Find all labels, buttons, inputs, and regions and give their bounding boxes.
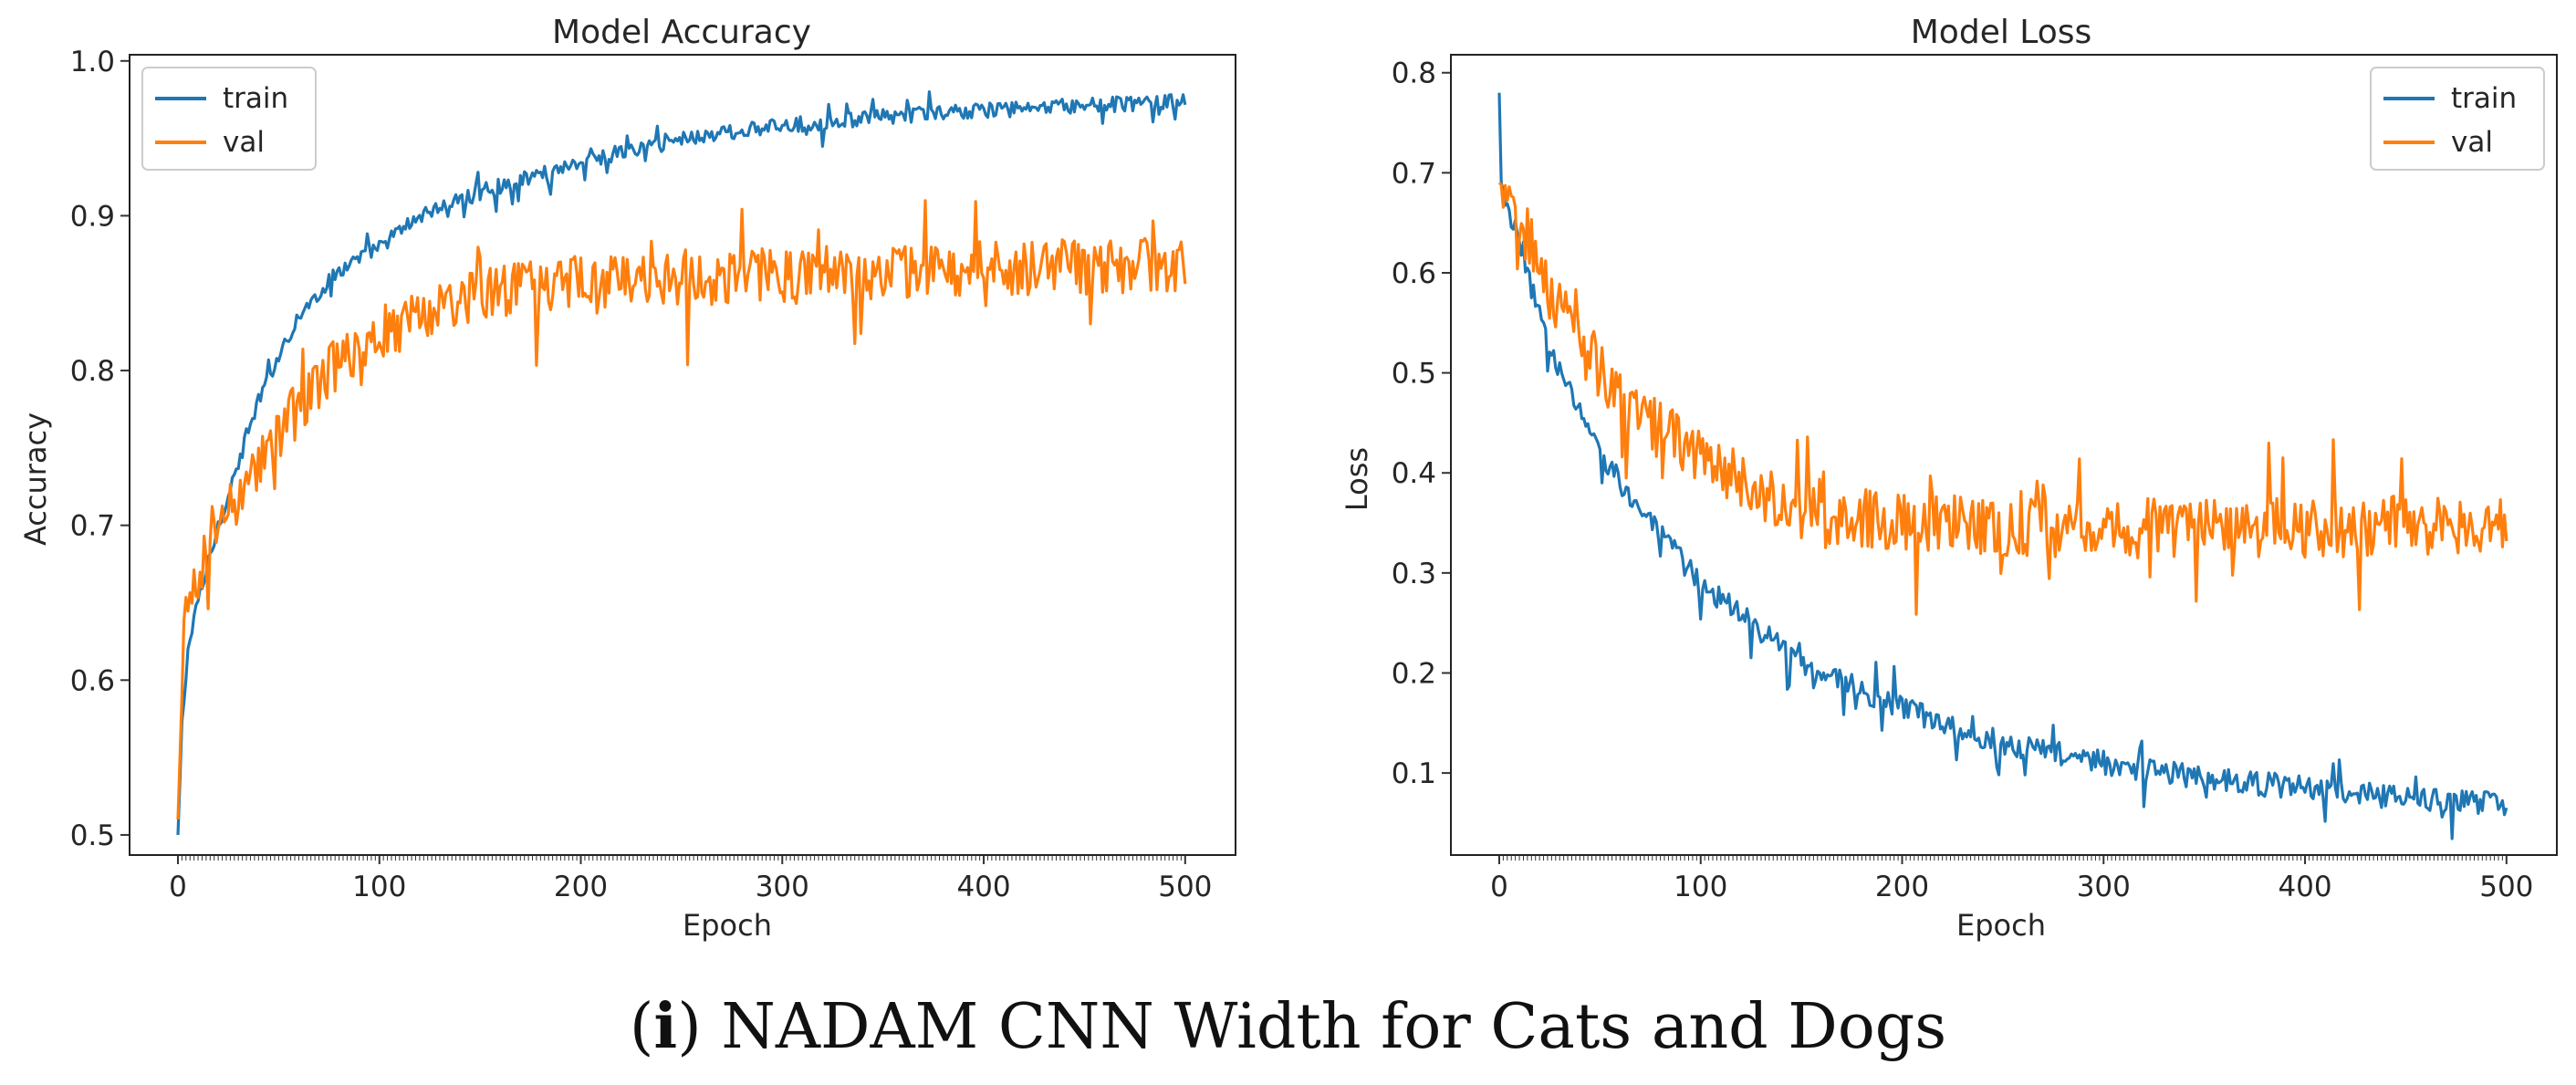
loss-x-label: Epoch	[1956, 908, 2046, 943]
loss-x-tick-label: 0	[1490, 871, 1508, 903]
figure: Model Accuracy Epoch Accuracy 0 100 200 300…	[18, 14, 2558, 943]
caption-text: NADAM CNN Width for Cats and Dogs	[721, 991, 1947, 1063]
loss-y-tick-label: 0.1	[1392, 757, 1436, 790]
caption-suffix: )	[677, 991, 702, 1063]
figure-caption: (i) NADAM CNN Width for Cats and Dogs	[0, 990, 2576, 1063]
loss-train-line	[1497, 92, 2508, 840]
accuracy-x-tick-label: 400	[956, 871, 1010, 903]
accuracy-y-tick-label: 0.9	[70, 200, 115, 233]
loss-x-tick-label: 200	[1875, 871, 1929, 903]
accuracy-y-tick-label: 0.7	[70, 510, 115, 543]
loss-axes-frame	[1450, 54, 2558, 856]
loss-legend-val-label: val	[2451, 126, 2493, 159]
accuracy-y-tick-label: 1.0	[70, 46, 115, 78]
loss-y-label: Loss	[1340, 447, 1374, 511]
accuracy-y-label: Accuracy	[18, 412, 53, 546]
accuracy-chart: Model Accuracy Epoch Accuracy 0 100 200 300…	[18, 14, 1236, 943]
accuracy-x-tick-label: 300	[756, 871, 809, 903]
accuracy-train-line	[176, 89, 1187, 835]
loss-chart-title: Model Loss	[1911, 14, 2092, 51]
loss-x-tick-label: 500	[2479, 871, 2533, 903]
loss-y-tick-label: 0.4	[1392, 457, 1436, 490]
accuracy-y-tick-label: 0.8	[70, 355, 115, 388]
loss-y-tick-label: 0.6	[1392, 257, 1436, 290]
accuracy-axes-frame	[129, 54, 1236, 856]
accuracy-x-tick-label: 0	[169, 871, 187, 903]
accuracy-y-tick-label: 0.5	[70, 819, 115, 852]
loss-x-tick-label: 400	[2278, 871, 2331, 903]
accuracy-x-tick-label: 200	[554, 871, 608, 903]
loss-chart: Model Loss Epoch Loss 0 100 200 300 400 500 0.…	[1340, 14, 2558, 943]
loss-y-tick-label: 0.2	[1392, 657, 1436, 690]
accuracy-y-tick-label: 0.6	[70, 664, 115, 697]
loss-y-tick-label: 0.7	[1392, 157, 1436, 190]
loss-legend-train-label: train	[2451, 82, 2517, 115]
loss-y-tick-label: 0.3	[1392, 558, 1436, 590]
accuracy-legend-train-label: train	[223, 82, 288, 115]
loss-val-line	[1497, 182, 2508, 616]
accuracy-val-line	[176, 199, 1187, 820]
accuracy-x-label: Epoch	[683, 908, 772, 943]
caption-letter: i	[653, 990, 678, 1063]
loss-x-tick-label: 100	[1674, 871, 1727, 903]
loss-x-tick-label: 300	[2077, 871, 2131, 903]
caption-prefix: (	[629, 991, 654, 1063]
accuracy-chart-title: Model Accuracy	[552, 14, 811, 51]
loss-y-tick-label: 0.8	[1392, 57, 1436, 90]
accuracy-legend-val-label: val	[223, 126, 265, 159]
accuracy-x-tick-label: 500	[1158, 871, 1212, 903]
loss-y-tick-label: 0.5	[1392, 358, 1436, 391]
accuracy-x-tick-label: 100	[352, 871, 406, 903]
